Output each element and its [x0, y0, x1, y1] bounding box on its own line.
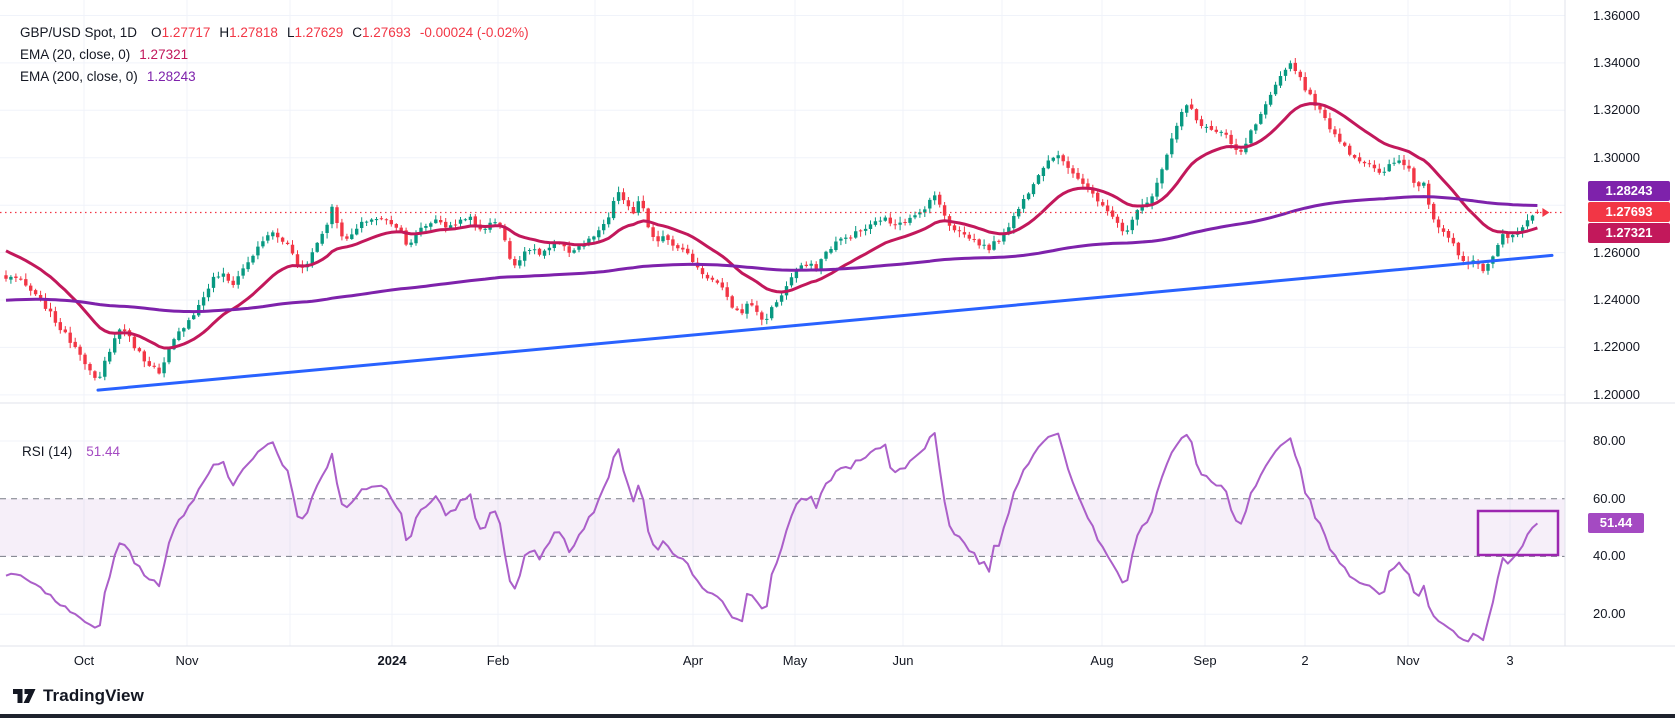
bottom-window-edge	[0, 714, 1675, 718]
ohlc-low-value: 1.27629	[294, 25, 344, 40]
ohlc-close-label: C	[352, 25, 363, 40]
time-tick-label: Feb	[486, 653, 510, 668]
time-tick-label: Apr	[682, 653, 704, 668]
ohlc-close-value: 1.27693	[362, 25, 411, 40]
rsi-tick-label: 80.00	[1593, 433, 1626, 448]
legend-row-ema20: EMA (20, close, 0) 1.27321	[20, 44, 529, 66]
legend-row-ema200: EMA (200, close, 0) 1.28243	[20, 66, 529, 88]
ohlc-low-label: L	[286, 25, 295, 40]
ema200-value: 1.28243	[146, 69, 196, 84]
price-tick-label: 1.20000	[1593, 386, 1640, 402]
chart-legend: GBP/USD Spot, 1D O1.27717 H1.27818 L1.27629…	[20, 22, 529, 88]
rsi-value-badge: 51.44	[1588, 513, 1644, 534]
time-tick-label: Nov	[175, 653, 199, 668]
price-tick-label: 1.26000	[1593, 244, 1640, 260]
legend-row-symbol: GBP/USD Spot, 1D O1.27717 H1.27818 L1.27629…	[20, 22, 529, 44]
time-tick-label: 3	[1506, 653, 1514, 668]
price-tick-label: 1.30000	[1593, 149, 1640, 165]
time-tick-label: Oct	[73, 653, 95, 668]
rsi-label: RSI (14)	[22, 444, 73, 459]
price-tick-label: 1.32000	[1593, 102, 1640, 118]
ohlc-high-label: H	[219, 25, 230, 40]
time-tick-label: 2	[1301, 653, 1309, 668]
time-tick-label: Jun	[892, 653, 914, 668]
ema20-price-badge: 1.27321	[1588, 223, 1670, 244]
ohlc-high-value: 1.27818	[229, 25, 278, 40]
rsi-legend: RSI (14) 51.44	[22, 444, 120, 459]
rsi-tick-label: 60.00	[1593, 490, 1626, 506]
ohlc-open-label: O	[151, 25, 162, 40]
rsi-tick-label: 20.00	[1593, 606, 1626, 622]
time-tick-label: Nov	[1396, 653, 1420, 668]
price-tick-label: 1.36000	[1593, 7, 1640, 23]
change-value: -0.00024 (-0.02%)	[419, 25, 529, 40]
time-tick-label: 2024	[377, 653, 407, 668]
symbol-title: GBP/USD Spot, 1D	[20, 25, 138, 40]
rsi-value: 51.44	[86, 444, 121, 459]
tradingview-logo-icon	[13, 689, 36, 703]
price-tick-label: 1.22000	[1593, 339, 1640, 355]
time-tick-label: Sep	[1193, 653, 1217, 668]
tradingview-logo-text: TradingView	[43, 686, 144, 705]
ema20-label: EMA (20, close, 0)	[20, 47, 131, 62]
time-tick-label: May	[782, 653, 808, 668]
ema20-value: 1.27321	[139, 47, 189, 62]
tradingview-logo[interactable]: TradingView	[13, 686, 144, 706]
last-price-badge: 1.27693	[1588, 202, 1670, 223]
price-tick-label: 1.24000	[1593, 292, 1640, 308]
ema200-price-badge: 1.28243	[1588, 181, 1670, 202]
rsi-tick-label: 40.00	[1593, 548, 1626, 564]
price-tick-label: 1.34000	[1593, 54, 1640, 70]
ohlc-open-value: 1.27717	[161, 25, 211, 40]
ema200-label: EMA (200, close, 0)	[20, 69, 138, 84]
time-tick-label: Aug	[1090, 653, 1114, 668]
